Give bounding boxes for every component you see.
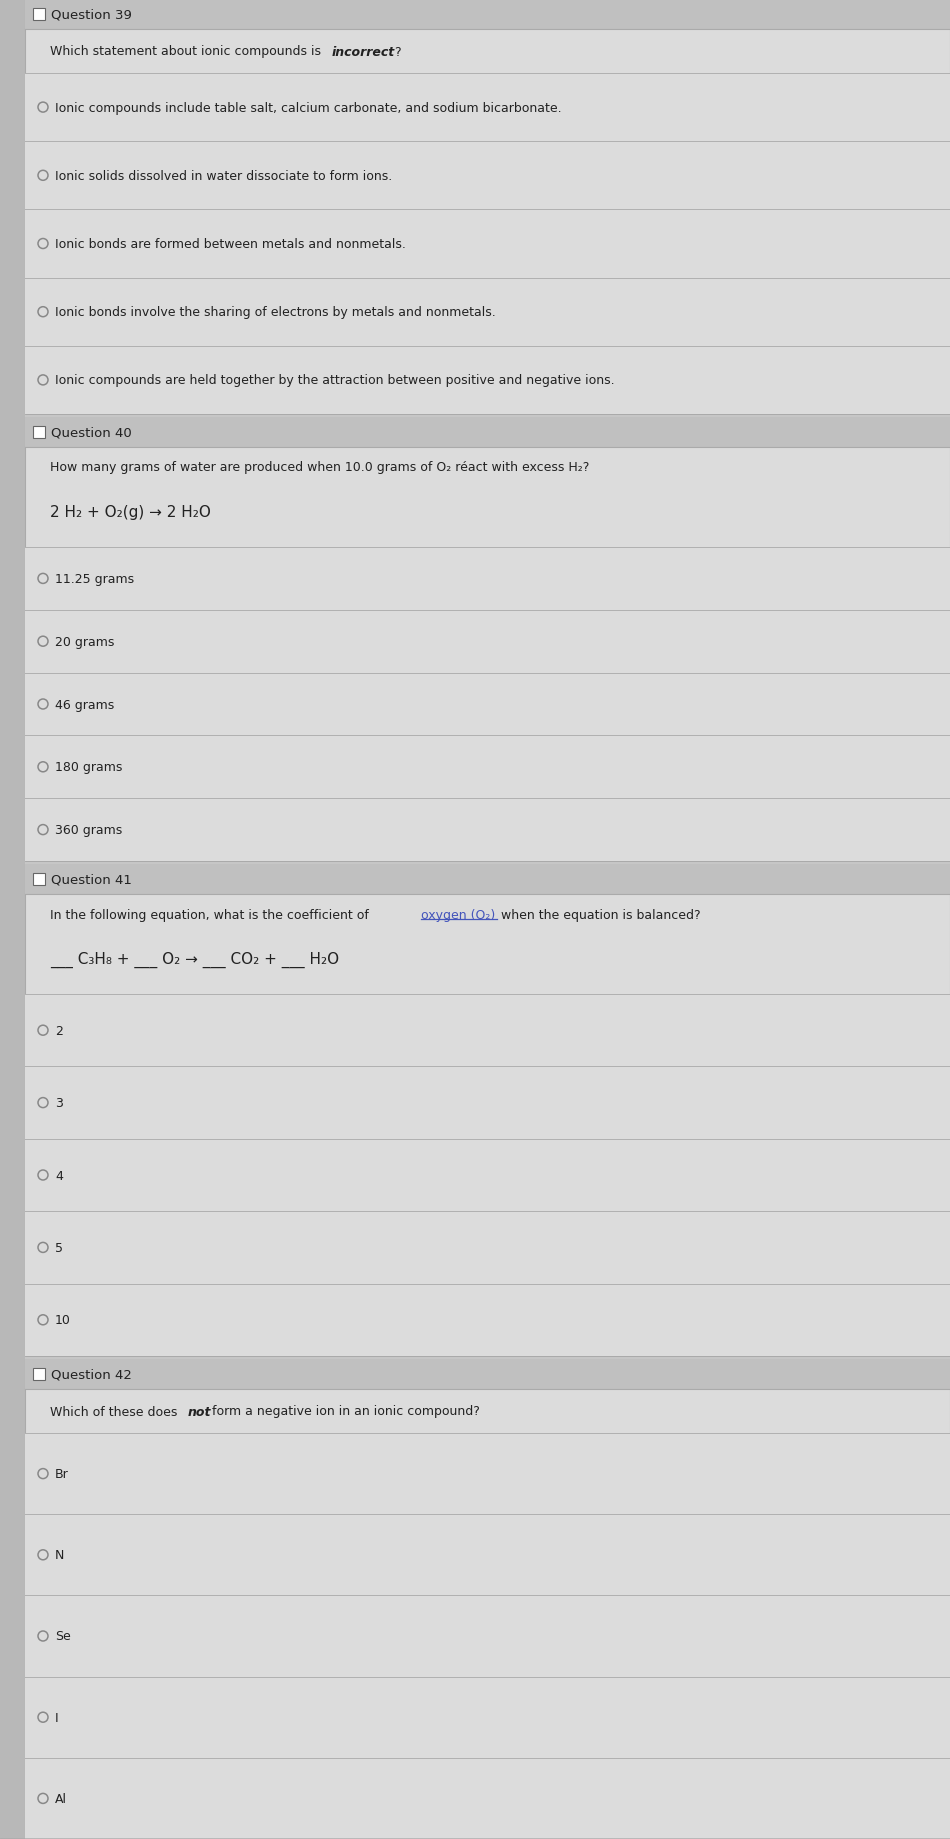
- FancyBboxPatch shape: [25, 673, 950, 736]
- FancyBboxPatch shape: [25, 864, 950, 1357]
- Text: incorrect: incorrect: [332, 46, 395, 59]
- FancyBboxPatch shape: [25, 0, 950, 29]
- FancyBboxPatch shape: [25, 346, 950, 416]
- Text: 11.25 grams: 11.25 grams: [55, 572, 134, 585]
- Text: Question 41: Question 41: [51, 874, 132, 886]
- FancyBboxPatch shape: [25, 611, 950, 673]
- FancyBboxPatch shape: [25, 1433, 950, 1513]
- Text: oxygen (O₂): oxygen (O₂): [421, 908, 496, 921]
- FancyBboxPatch shape: [33, 874, 45, 886]
- FancyBboxPatch shape: [25, 417, 950, 861]
- Text: 180 grams: 180 grams: [55, 761, 123, 774]
- FancyBboxPatch shape: [25, 1212, 950, 1284]
- FancyBboxPatch shape: [25, 864, 950, 894]
- FancyBboxPatch shape: [33, 1368, 45, 1381]
- FancyBboxPatch shape: [25, 548, 950, 611]
- Text: 20 grams: 20 grams: [55, 634, 114, 649]
- Text: form a negative ion in an ionic compound?: form a negative ion in an ionic compound…: [208, 1405, 480, 1418]
- FancyBboxPatch shape: [25, 1677, 950, 1758]
- Text: Ionic bonds are formed between metals and nonmetals.: Ionic bonds are formed between metals an…: [55, 237, 406, 250]
- Text: ___ C₃H₈ + ___ O₂ → ___ CO₂ + ___ H₂O: ___ C₃H₈ + ___ O₂ → ___ CO₂ + ___ H₂O: [50, 951, 339, 967]
- Text: ?: ?: [393, 46, 400, 59]
- FancyBboxPatch shape: [33, 9, 45, 20]
- FancyBboxPatch shape: [25, 1359, 950, 1839]
- Text: Br: Br: [55, 1468, 68, 1480]
- Text: 46 grams: 46 grams: [55, 699, 114, 712]
- Text: 2 H₂ + O₂(g) → 2 H₂O: 2 H₂ + O₂(g) → 2 H₂O: [50, 506, 211, 520]
- Text: Ionic compounds include table salt, calcium carbonate, and sodium bicarbonate.: Ionic compounds include table salt, calc…: [55, 101, 561, 114]
- FancyBboxPatch shape: [25, 417, 950, 447]
- Text: when the equation is balanced?: when the equation is balanced?: [497, 908, 700, 921]
- Text: Which statement about ionic compounds is: Which statement about ionic compounds is: [50, 46, 325, 59]
- FancyBboxPatch shape: [25, 1067, 950, 1138]
- Text: Which of these does: Which of these does: [50, 1405, 181, 1418]
- Text: Ionic bonds involve the sharing of electrons by metals and nonmetals.: Ionic bonds involve the sharing of elect…: [55, 305, 496, 318]
- Text: I: I: [55, 1710, 59, 1723]
- Text: N: N: [55, 1548, 65, 1561]
- Text: Question 42: Question 42: [51, 1368, 132, 1381]
- FancyBboxPatch shape: [33, 427, 45, 440]
- Text: 2: 2: [55, 1024, 63, 1037]
- Text: Al: Al: [55, 1791, 67, 1804]
- Text: 4: 4: [55, 1170, 63, 1182]
- Text: 5: 5: [55, 1241, 63, 1254]
- Text: 10: 10: [55, 1313, 71, 1326]
- FancyBboxPatch shape: [25, 1758, 950, 1839]
- FancyBboxPatch shape: [25, 0, 950, 416]
- FancyBboxPatch shape: [25, 995, 950, 1067]
- FancyBboxPatch shape: [25, 1359, 950, 1388]
- FancyBboxPatch shape: [25, 1596, 950, 1677]
- FancyBboxPatch shape: [25, 142, 950, 210]
- Text: In the following equation, what is the coefficient of: In the following equation, what is the c…: [50, 908, 372, 921]
- Text: How many grams of water are produced when 10.0 grams of O₂ réact with excess H₂?: How many grams of water are produced whe…: [50, 462, 589, 474]
- FancyBboxPatch shape: [25, 74, 950, 142]
- Text: Se: Se: [55, 1629, 70, 1642]
- Text: Question 40: Question 40: [51, 427, 132, 440]
- Text: not: not: [187, 1405, 211, 1418]
- Text: 3: 3: [55, 1096, 63, 1109]
- Text: Ionic solids dissolved in water dissociate to form ions.: Ionic solids dissolved in water dissocia…: [55, 169, 392, 182]
- Text: Question 39: Question 39: [51, 9, 132, 22]
- FancyBboxPatch shape: [0, 0, 25, 1839]
- FancyBboxPatch shape: [25, 1138, 950, 1212]
- FancyBboxPatch shape: [25, 1513, 950, 1596]
- Text: 360 grams: 360 grams: [55, 824, 123, 837]
- FancyBboxPatch shape: [25, 736, 950, 798]
- Text: Ionic compounds are held together by the attraction between positive and negativ: Ionic compounds are held together by the…: [55, 373, 615, 388]
- FancyBboxPatch shape: [25, 278, 950, 346]
- FancyBboxPatch shape: [25, 210, 950, 278]
- FancyBboxPatch shape: [25, 798, 950, 861]
- FancyBboxPatch shape: [25, 1284, 950, 1357]
